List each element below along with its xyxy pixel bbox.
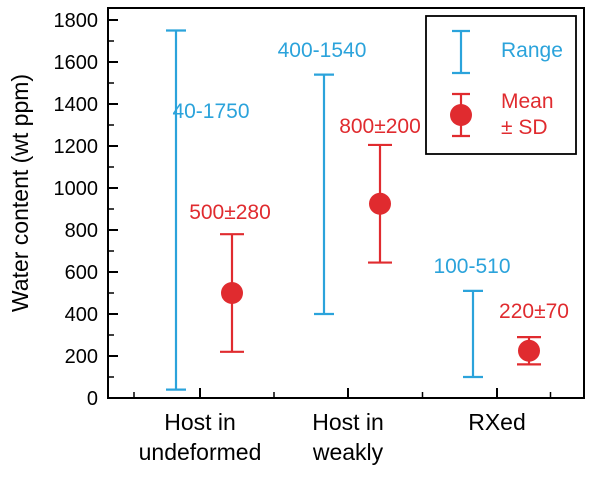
x-category-label: weakly <box>312 439 384 465</box>
y-tick-label: 200 <box>65 346 98 368</box>
legend-mean-marker <box>450 104 472 126</box>
y-tick-label: 1400 <box>54 94 99 116</box>
x-category-label: Host in <box>164 409 236 435</box>
mean-marker <box>221 282 243 304</box>
legend-box <box>425 15 577 155</box>
plot-frame <box>107 7 585 399</box>
legend-mean-label: Mean <box>501 90 554 113</box>
y-tick-label: 1600 <box>54 52 99 74</box>
x-category-label: RXed <box>468 409 526 435</box>
x-category-label: undeformed <box>139 439 262 465</box>
y-tick-label: 1200 <box>54 136 99 158</box>
range-data-label: 400-1540 <box>278 39 367 62</box>
range-data-label: 100-510 <box>433 255 510 278</box>
mean-data-label: 220±70 <box>499 300 569 323</box>
legend-range-label: Range <box>501 39 563 62</box>
y-tick-label: 600 <box>65 262 98 284</box>
range-data-label: 40-1750 <box>172 100 249 123</box>
y-tick-label: 1800 <box>54 10 99 32</box>
legend-mean-label: ± SD <box>501 116 548 139</box>
y-tick-label: 1000 <box>54 178 99 200</box>
y-tick-label: 400 <box>65 304 98 326</box>
y-axis-title: Water content (wt ppm) <box>7 74 33 312</box>
mean-marker <box>518 339 540 362</box>
x-category-label: Host in <box>312 409 384 435</box>
mean-data-label: 500±280 <box>189 201 271 224</box>
mean-marker <box>369 192 391 215</box>
y-tick-label: 0 <box>87 388 98 410</box>
y-tick-label: 800 <box>65 220 98 242</box>
mean-data-label: 800±200 <box>339 115 421 138</box>
